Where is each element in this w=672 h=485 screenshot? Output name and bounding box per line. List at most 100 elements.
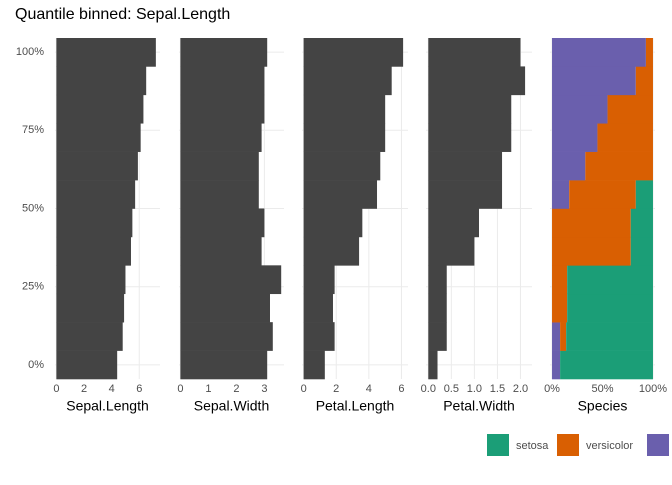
bar bbox=[428, 180, 503, 209]
bar bbox=[180, 236, 262, 266]
x-axis-title: Petal.Width bbox=[443, 398, 515, 414]
bar bbox=[303, 350, 325, 380]
bar bbox=[56, 236, 131, 266]
bar bbox=[428, 66, 526, 96]
y-tick-label: 0% bbox=[28, 359, 44, 371]
x-tick-label: 0.0 bbox=[421, 383, 436, 395]
x-tick-label: 0 bbox=[177, 383, 183, 395]
y-tick-label: 75% bbox=[22, 124, 44, 136]
y-tick-label: 25% bbox=[22, 281, 44, 293]
bar-segment bbox=[607, 94, 653, 124]
x-tick-label: 0 bbox=[53, 383, 59, 395]
bar bbox=[180, 293, 270, 323]
bar-segment bbox=[552, 350, 561, 380]
chart-title: Quantile binned: Sepal.Length bbox=[15, 6, 230, 23]
bar bbox=[428, 322, 447, 351]
legend-swatch bbox=[487, 434, 509, 456]
bar-segment bbox=[630, 208, 653, 238]
x-tick-label: 2 bbox=[81, 383, 87, 395]
x-axis-title: Sepal.Length bbox=[66, 398, 149, 414]
bar-segment bbox=[552, 265, 568, 295]
x-tick-label: 2 bbox=[333, 383, 339, 395]
bar bbox=[56, 66, 147, 96]
bar bbox=[56, 38, 156, 67]
bar-segment bbox=[635, 66, 653, 96]
bar bbox=[428, 94, 512, 124]
legend-swatch bbox=[647, 434, 669, 456]
bar bbox=[56, 208, 133, 238]
bar bbox=[56, 265, 126, 295]
legend-label: setosa bbox=[516, 440, 549, 452]
bar bbox=[303, 123, 386, 152]
x-tick-label: 50% bbox=[591, 383, 613, 395]
bar bbox=[428, 350, 438, 380]
x-tick-label: 1 bbox=[205, 383, 211, 395]
bar-segment bbox=[552, 208, 631, 238]
x-tick-label: 100% bbox=[639, 383, 667, 395]
bar bbox=[303, 322, 335, 351]
bar-segment bbox=[635, 180, 653, 209]
bar bbox=[303, 293, 333, 323]
bar-segment bbox=[552, 94, 608, 124]
bar bbox=[303, 265, 335, 295]
bar-segment bbox=[552, 66, 636, 96]
bar-segment bbox=[645, 38, 653, 67]
x-tick-label: 2 bbox=[233, 383, 239, 395]
bar-segment bbox=[552, 180, 570, 209]
bar bbox=[428, 208, 479, 238]
bar bbox=[428, 293, 447, 323]
bar-segment bbox=[560, 350, 653, 380]
bar bbox=[303, 94, 386, 124]
bar bbox=[180, 350, 268, 380]
bar bbox=[303, 180, 378, 209]
x-tick-label: 0.5 bbox=[444, 383, 459, 395]
x-tick-label: 0 bbox=[301, 383, 307, 395]
y-tick-label: 50% bbox=[22, 202, 44, 214]
bar bbox=[180, 265, 282, 295]
x-tick-label: 1.5 bbox=[490, 383, 505, 395]
bar bbox=[56, 123, 141, 152]
bar bbox=[56, 180, 136, 209]
bar-segment bbox=[552, 38, 646, 67]
bar bbox=[180, 151, 259, 181]
x-axis-title: Petal.Length bbox=[316, 398, 395, 414]
bar bbox=[56, 293, 125, 323]
x-tick-label: 3 bbox=[261, 383, 267, 395]
y-tick-label: 100% bbox=[16, 46, 44, 58]
bar bbox=[428, 151, 503, 181]
bar bbox=[56, 322, 123, 351]
x-tick-label: 2.0 bbox=[513, 383, 528, 395]
bar bbox=[428, 123, 512, 152]
bar bbox=[180, 180, 259, 209]
bar bbox=[180, 322, 273, 351]
bar bbox=[428, 236, 475, 266]
bar bbox=[303, 208, 363, 238]
bar bbox=[180, 208, 265, 238]
bar-segment bbox=[552, 236, 631, 266]
legend-swatch bbox=[557, 434, 579, 456]
bar-segment bbox=[552, 151, 586, 181]
bar bbox=[180, 38, 268, 67]
bar bbox=[428, 38, 521, 67]
bar-segment bbox=[567, 265, 653, 295]
bar bbox=[56, 151, 138, 181]
bar-segment bbox=[569, 180, 636, 209]
x-axis-title: Species bbox=[578, 398, 628, 414]
bar-segment bbox=[630, 236, 653, 266]
x-tick-label: 4 bbox=[109, 383, 115, 395]
bar bbox=[180, 123, 262, 152]
x-axis-title: Sepal.Width bbox=[194, 398, 269, 414]
x-tick-label: 6 bbox=[136, 383, 142, 395]
bar bbox=[303, 151, 381, 181]
bar-segment bbox=[552, 123, 598, 152]
bar-segment bbox=[566, 322, 653, 351]
x-tick-label: 6 bbox=[398, 383, 404, 395]
legend-label: versicolor bbox=[586, 440, 633, 452]
bar bbox=[180, 94, 265, 124]
bar bbox=[428, 265, 447, 295]
x-tick-label: 1.0 bbox=[467, 383, 482, 395]
bar bbox=[303, 236, 360, 266]
x-tick-label: 4 bbox=[366, 383, 372, 395]
bar bbox=[56, 350, 118, 380]
